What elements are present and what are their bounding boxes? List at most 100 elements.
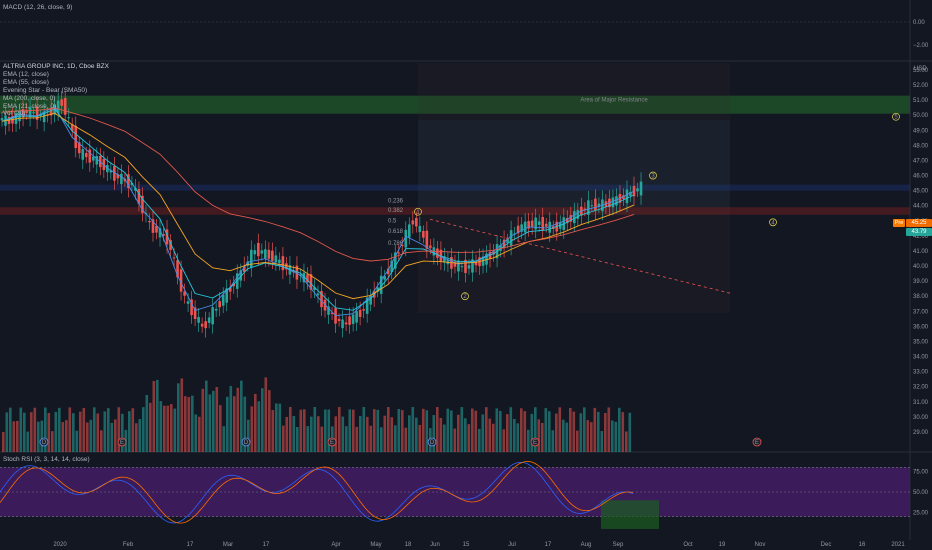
volume-bar bbox=[247, 419, 250, 452]
time-tick-label: 2020 bbox=[53, 542, 67, 548]
wave-label: 1 bbox=[416, 210, 420, 216]
volume-bar bbox=[387, 407, 390, 452]
volume-bar bbox=[271, 410, 275, 452]
candle bbox=[137, 189, 141, 204]
candle bbox=[629, 191, 632, 196]
candle bbox=[636, 188, 639, 192]
volume-bar bbox=[306, 426, 310, 452]
volume-bar bbox=[250, 406, 254, 452]
price-tick-label: 42.00 bbox=[913, 234, 929, 240]
volume-bar bbox=[110, 422, 114, 452]
candle bbox=[327, 306, 330, 315]
volume-bar bbox=[268, 390, 271, 452]
candle bbox=[95, 156, 99, 165]
candle bbox=[569, 215, 573, 222]
volume-bar bbox=[457, 414, 460, 452]
candle bbox=[576, 210, 580, 219]
candle bbox=[411, 220, 415, 225]
candle bbox=[84, 152, 88, 158]
legend-ema12[interactable]: EMA (12, close) bbox=[3, 70, 49, 78]
candle bbox=[443, 256, 446, 263]
legend-ema55[interactable]: EMA (55, close) bbox=[3, 78, 49, 86]
candle bbox=[337, 318, 341, 322]
candle bbox=[537, 221, 541, 225]
volume-bar bbox=[341, 416, 345, 452]
volume-bar bbox=[509, 407, 513, 452]
volume-bar bbox=[369, 425, 373, 452]
candle bbox=[590, 205, 594, 207]
price-tick-label: 49.00 bbox=[913, 128, 929, 134]
price-tick-label: 31.00 bbox=[913, 400, 929, 406]
candle bbox=[70, 124, 74, 131]
volume-bar bbox=[541, 422, 544, 452]
candle bbox=[172, 257, 176, 259]
candle bbox=[249, 249, 253, 268]
candle bbox=[200, 323, 204, 327]
volume-bar bbox=[222, 426, 226, 452]
volume-bar bbox=[201, 388, 205, 452]
candle bbox=[492, 251, 495, 255]
volume-bar bbox=[114, 419, 117, 452]
volume-bar bbox=[499, 410, 502, 452]
legend-ma200[interactable]: MA (200, close, 0) bbox=[3, 94, 56, 102]
volume-bar bbox=[607, 407, 611, 452]
volume-bar bbox=[565, 422, 569, 452]
candle bbox=[127, 174, 130, 189]
candle bbox=[639, 181, 643, 196]
wave-marker bbox=[414, 207, 422, 216]
candle bbox=[235, 273, 239, 289]
candle bbox=[597, 203, 601, 207]
candle bbox=[418, 225, 422, 233]
candle bbox=[88, 149, 92, 163]
volume-bar bbox=[586, 420, 590, 452]
candle bbox=[386, 268, 390, 275]
volume-bar bbox=[621, 412, 625, 452]
candle bbox=[393, 252, 397, 269]
price-tick-label: 32.00 bbox=[913, 385, 929, 391]
candle bbox=[260, 250, 264, 254]
volume-bar bbox=[513, 418, 516, 452]
ema12-line bbox=[1, 105, 635, 317]
candle bbox=[565, 217, 569, 224]
volume-bar bbox=[23, 412, 26, 452]
candle bbox=[544, 223, 548, 227]
candle bbox=[74, 125, 78, 149]
candle bbox=[165, 229, 169, 245]
volume-bar bbox=[142, 407, 145, 452]
volume-bar bbox=[278, 403, 282, 452]
earnings-marker bbox=[530, 437, 540, 447]
candle bbox=[176, 260, 179, 278]
candle bbox=[376, 287, 379, 292]
price-tick-label: 53.00 bbox=[913, 68, 929, 74]
stoch-rsi-label[interactable]: Stoch RSI (3, 3, 14, 14, close) bbox=[3, 456, 90, 463]
legend-volume[interactable]: Vol (20) bbox=[3, 110, 26, 118]
candle bbox=[369, 295, 372, 305]
candle bbox=[516, 225, 520, 234]
volume-bar bbox=[12, 421, 16, 452]
time-tick-label: 17 bbox=[263, 542, 270, 548]
candle bbox=[281, 256, 285, 271]
volume-bar bbox=[156, 379, 159, 452]
volume-bar bbox=[583, 407, 586, 452]
volume-bar bbox=[79, 411, 82, 452]
candle bbox=[242, 265, 246, 272]
candle bbox=[502, 239, 506, 249]
legend-evening-star[interactable]: Evening Star - Bear (SMA50) bbox=[3, 86, 88, 94]
macd-indicator-label[interactable]: MACD (12, 26, close, 9) bbox=[3, 4, 73, 11]
candle bbox=[415, 217, 418, 227]
volume-bar bbox=[401, 410, 404, 452]
candle bbox=[583, 208, 587, 210]
price-tick-label: 47.00 bbox=[913, 158, 929, 164]
candle bbox=[474, 261, 478, 266]
candle bbox=[267, 249, 271, 259]
volume-bar bbox=[243, 396, 247, 452]
candle bbox=[520, 224, 523, 232]
candle bbox=[541, 216, 545, 230]
volume-bar bbox=[537, 419, 541, 452]
legend-ema21[interactable]: EMA (21, close, 0) bbox=[3, 102, 57, 110]
volume-bar bbox=[289, 407, 292, 452]
volume-bar bbox=[219, 405, 222, 452]
volume-bar bbox=[520, 408, 523, 452]
symbol-title[interactable]: ALTRIA GROUP INC, 1D, Cboe BZX bbox=[3, 63, 109, 70]
